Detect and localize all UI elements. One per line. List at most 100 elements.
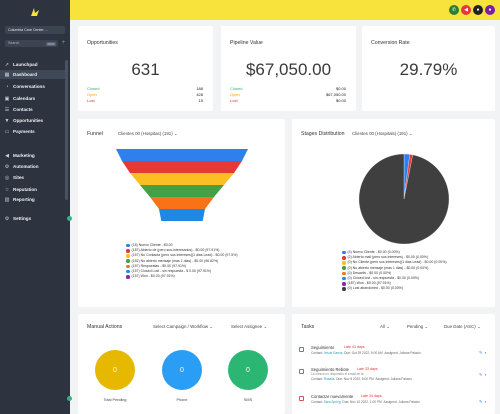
tasks-filter-all[interactable]: All ⌄ (380, 324, 390, 329)
legend-label: (152) No abierto mensaje (mas 1 dias) - … (131, 258, 219, 263)
funnel-pipeline-dropdown[interactable]: Clientes 00 (Hospitas) (191) ⌄ (118, 131, 178, 136)
task-checkbox[interactable] (299, 396, 304, 401)
sidebar-item-launchpad[interactable]: ➚ Launchpad (0, 60, 65, 69)
sidebar-item-conversations[interactable]: ◔ Conversations (0, 82, 65, 91)
legend-item: (157) Won - $0.00 (97.91%) (126, 274, 238, 279)
avatar[interactable]: ● (485, 5, 495, 15)
sidebar-item-contacts[interactable]: ☰ Contacts (0, 105, 65, 114)
globe-icon: ◎ (4, 174, 10, 181)
stat-row-lost: Lost $0.00 (230, 98, 346, 103)
legend-item: (0) No Cliente (pero sus intereses)(1 di… (342, 260, 447, 265)
campaign-workflow-dropdown[interactable]: Select Campaign / Workflow ⌄ (153, 324, 213, 329)
legend-label: (0) No Cliente (pero sus intereses)(1 di… (347, 260, 447, 265)
legend-label: (157) Closed Lost - sin respuesta - $ 0.… (131, 269, 212, 274)
funnel-stage-band[interactable] (140, 185, 224, 197)
sidebar-item-settings[interactable]: ⚙ Settings (0, 214, 65, 223)
legend-label: (0) Closed lost - sin respuesta - $0.00 … (347, 276, 420, 281)
assignee-dropdown[interactable]: Select Assignee ⌄ (231, 324, 268, 329)
megaphone-icon[interactable]: ◀ (461, 5, 471, 15)
sidebar-item-reputation[interactable]: ☆ Reputation (0, 185, 65, 194)
task-item[interactable]: Seguimiento Late 41 days Contact: Jesus … (299, 344, 489, 360)
stat-row-open: Open 428 (87, 92, 203, 97)
task-checkbox[interactable] (299, 347, 304, 352)
card-title: Funnel (87, 131, 103, 137)
sidebar-item-calendars[interactable]: ▣ Calendars (0, 94, 65, 103)
sidebar-item-sites[interactable]: ◎ Sites (0, 173, 65, 182)
location-switcher[interactable]: Columbia Care Center ... (5, 26, 65, 34)
stages-distribution-card: Stages Distribution Clientes 00 (Hospita… (292, 119, 495, 307)
funnel-legend: (18) Nuevo Cliente - $0.00 (187) Abierto … (126, 243, 238, 279)
conversion-rate-card: Conversion Rate 29.79% (362, 26, 495, 111)
sidebar-collapse-handle[interactable] (67, 216, 72, 221)
megaphone-icon: ◀ (5, 152, 9, 159)
sms-label: SMS (243, 398, 253, 402)
legend-swatch (126, 269, 130, 274)
delete-icon[interactable]: ▪ (485, 350, 487, 355)
payment-icon: ▭ (4, 128, 10, 135)
legend-label: (187) Won - $0.00 (97.91%) (347, 281, 391, 286)
sms-circle[interactable]: 0 (228, 350, 268, 390)
notification-bell-icon[interactable]: ● (473, 5, 483, 15)
phone-circle[interactable]: 0 (162, 350, 202, 390)
sidebar: Columbia Care Center ... Search ctrl K + … (0, 0, 70, 414)
sidebar-item-label: Conversations (13, 84, 45, 89)
stages-legend: (4) Nuevo Cliente - $0.00 (0.00%) (2) Abi… (342, 250, 447, 292)
legend-item: (18) Nuevo Cliente - $0.00 (126, 243, 238, 248)
stages-pipeline-dropdown[interactable]: Clientes 00 (Hospitals) (191) ⌄ (352, 131, 413, 136)
chart-icon: ▥ (4, 196, 10, 203)
legend-label: (0) Desactiv - $0.00 (0.00%) (347, 270, 392, 275)
automation-icon: ⚙ (4, 163, 10, 170)
legend-swatch (342, 250, 346, 255)
tasks-filter-status[interactable]: Pending ⌄ (407, 324, 429, 329)
sidebar-item-label: Sites (13, 175, 24, 180)
gear-icon: ⚙ (4, 215, 10, 222)
task-checkbox[interactable] (299, 369, 304, 374)
sidebar-item-label: Opportunities (13, 118, 44, 123)
sidebar-item-dashboard[interactable]: ▦ Dashboard (0, 70, 65, 79)
funnel-stage-band[interactable] (116, 149, 248, 161)
legend-label: (2) Abierto mail (pero sus intereses) - … (347, 255, 429, 260)
shortcut-badge: ctrl K (46, 41, 56, 46)
task-meta: Contact: Sara Spring Due: Nov 10 2022, 1… (311, 400, 420, 404)
pie-slice[interactable] (358, 153, 450, 245)
task-late-badge: Late 33 days (357, 367, 378, 371)
sidebar-collapse-handle-bottom[interactable] (67, 396, 72, 401)
legend-swatch (342, 261, 346, 265)
sidebar-scrollbar[interactable] (65, 60, 68, 200)
funnel-stage-band[interactable] (159, 209, 205, 221)
task-item[interactable]: Seguimiento Rebote Late 33 days La clíni… (299, 366, 489, 386)
delete-icon[interactable]: ▪ (485, 372, 487, 377)
legend-swatch (126, 249, 130, 253)
edit-icon[interactable]: ✎ (479, 350, 483, 355)
edit-icon[interactable]: ✎ (479, 399, 483, 404)
funnel-stage-band[interactable] (122, 161, 242, 173)
edit-icon[interactable]: ✎ (479, 372, 483, 377)
sidebar-item-label: Launchpad (13, 62, 38, 67)
search-input[interactable]: Search ctrl K (5, 40, 58, 47)
funnel-stage-band[interactable] (150, 197, 214, 209)
legend-item: (0) Desactiv - $0.00 (0.00%) (342, 271, 447, 276)
tasks-sort-dropdown[interactable]: Due Date (ASC) ⌄ (444, 324, 481, 329)
stat-row-lost: Lost 15 (87, 98, 203, 103)
phone-icon[interactable]: ✆ (449, 5, 459, 15)
stat-row-closed: Closed 188 (87, 86, 203, 91)
card-value: $67,050.00 (245, 60, 332, 79)
funnel-stage-band[interactable] (130, 173, 234, 185)
logo-icon (31, 8, 39, 16)
total-pending-circle[interactable]: 0 (95, 350, 135, 390)
legend-item: (0) No abierto mensaje (mas 1 dias) - $0… (342, 266, 447, 271)
stages-pie-chart (358, 153, 450, 245)
sidebar-item-opportunities[interactable]: ▼ Opportunities (0, 116, 65, 125)
sidebar-item-label: Settings (13, 216, 32, 221)
task-item[interactable]: Contactar nuevamente Late 34 days Contac… (299, 393, 489, 409)
sidebar-item-label: Marketing (13, 153, 35, 158)
sidebar-item-reporting[interactable]: ▥ Reporting (0, 196, 65, 203)
funnel-chart (116, 149, 248, 221)
delete-icon[interactable]: ▪ (485, 399, 487, 404)
add-icon[interactable]: + (61, 40, 66, 46)
calendar-icon: ▣ (4, 95, 10, 102)
sidebar-item-automation[interactable]: ⚙ Automation (0, 162, 65, 171)
sidebar-item-payments[interactable]: ▭ Payments (0, 127, 65, 136)
sidebar-item-marketing[interactable]: ◀ Marketing (0, 151, 65, 160)
card-value: 631 (131, 60, 160, 79)
